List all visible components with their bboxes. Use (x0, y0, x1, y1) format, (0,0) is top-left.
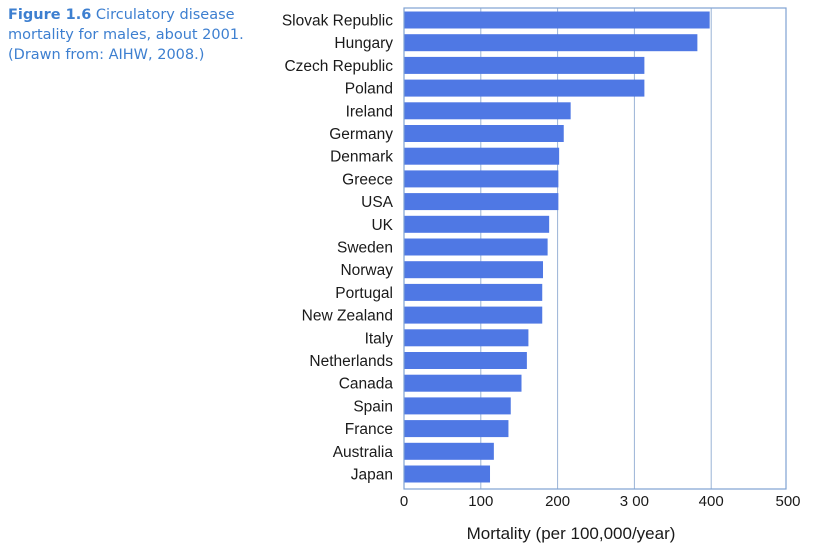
category-label: Slovak Republic (282, 13, 393, 30)
category-label: UK (371, 217, 393, 234)
x-tick-label: 100 (468, 493, 493, 510)
category-label: France (345, 421, 393, 438)
x-axis-title: Mortality (per 100,000/year) (467, 524, 676, 543)
category-label: Greece (342, 171, 393, 188)
category-label: Ireland (346, 103, 393, 120)
x-tick-labels: 0 100 200 3 00 400 500 (400, 493, 801, 510)
bar-netherlands (404, 352, 527, 369)
bars (404, 11, 710, 483)
category-label: New Zealand (302, 308, 393, 325)
bar-slovak-republic (404, 11, 710, 29)
bar-germany (404, 125, 564, 142)
bar-czech-republic (404, 56, 645, 74)
bar-hungary (404, 34, 698, 52)
category-label: Japan (351, 467, 393, 484)
category-label: Canada (339, 376, 394, 393)
bar-canada (404, 374, 522, 392)
category-label: Germany (329, 126, 393, 143)
category-label: Hungary (334, 35, 393, 52)
x-tick-label: 3 00 (620, 493, 649, 510)
x-tick-label: 0 (400, 493, 408, 510)
bar-uk (404, 215, 550, 233)
bar-italy (404, 329, 529, 347)
bar-australia (404, 442, 494, 460)
x-tick-label: 500 (775, 493, 800, 510)
figure-caption-text: Circulatory disease mortality for males,… (8, 7, 244, 63)
x-tick-label: 400 (699, 493, 724, 510)
category-label: Czech Republic (284, 58, 393, 75)
figure-label: Figure 1.6 (8, 7, 92, 23)
category-label: Sweden (337, 240, 393, 257)
x-tick-label: 200 (545, 493, 570, 510)
category-labels: Slovak Republic Hungary Czech Republic Pola… (282, 13, 394, 484)
bar-sweden (404, 238, 548, 256)
category-label: Spain (353, 398, 393, 415)
category-label: Portugal (335, 285, 393, 302)
category-label: Netherlands (309, 353, 393, 370)
bar-norway (404, 261, 544, 279)
category-label: Denmark (330, 149, 393, 166)
bar-greece (404, 170, 559, 188)
bar-denmark (404, 147, 560, 165)
category-label: Poland (345, 81, 393, 98)
category-label: Italy (365, 330, 394, 347)
bar-spain (404, 397, 511, 415)
bar-usa (404, 193, 559, 211)
bar-ireland (404, 102, 571, 120)
plot-frame (403, 7, 787, 490)
bar-new-zealand (404, 306, 543, 324)
bar-japan (404, 465, 491, 483)
category-label: Norway (340, 262, 393, 279)
category-label: USA (361, 194, 394, 211)
bar-portugal (404, 283, 543, 301)
bar-poland (404, 79, 645, 97)
figure-caption: Figure 1.6 Circulatory disease mortality… (8, 5, 258, 65)
category-label: Australia (333, 444, 394, 461)
bar-france (404, 420, 509, 438)
